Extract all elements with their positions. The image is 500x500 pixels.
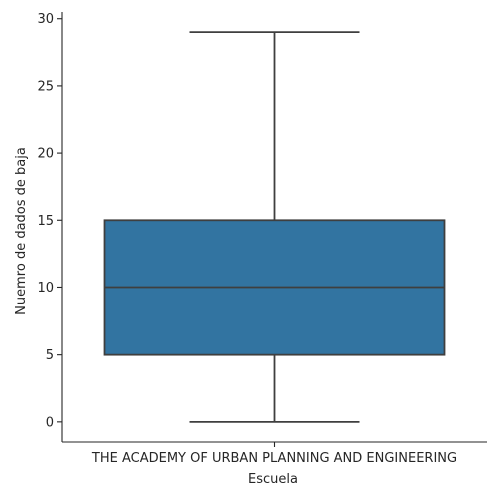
plot-area <box>103 31 446 423</box>
y-tick-label: 25 <box>37 79 54 94</box>
y-tick-label: 0 <box>46 415 54 430</box>
x-axis-label: Escuela <box>248 472 298 487</box>
y-tick-label: 20 <box>37 147 54 162</box>
y-tick-label: 30 <box>37 12 54 27</box>
y-tick-label: 5 <box>46 348 54 363</box>
x-tick-label: THE ACADEMY OF URBAN PLANNING AND ENGINE… <box>91 451 457 466</box>
y-tick-label: 10 <box>37 281 54 296</box>
x-axis: THE ACADEMY OF URBAN PLANNING AND ENGINE… <box>62 441 487 466</box>
y-axis-label: Nuemro de dados de baja <box>14 147 29 315</box>
y-axis: 0 5 10 15 20 25 30 <box>37 12 63 442</box>
y-tick-label: 15 <box>37 214 54 229</box>
